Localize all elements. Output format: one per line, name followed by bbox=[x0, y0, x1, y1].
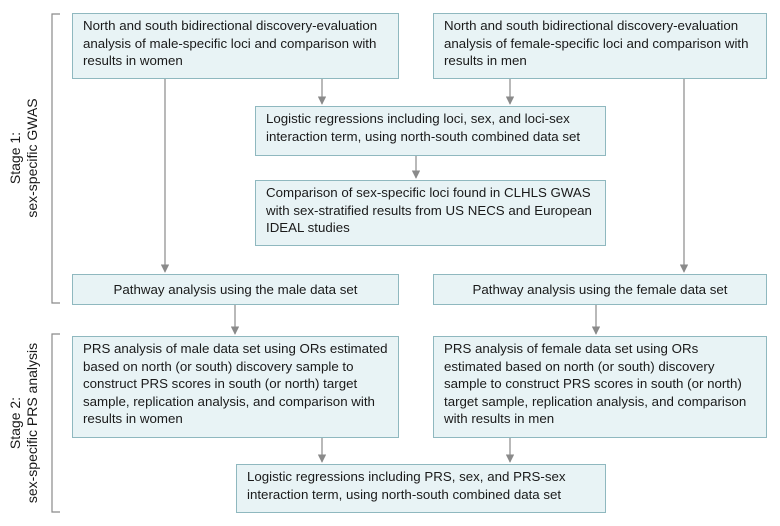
stage1-bracket bbox=[51, 13, 60, 304]
pathway-female-box: Pathway analysis using the female data s… bbox=[433, 274, 767, 305]
stage2-title: Stage 2: bbox=[7, 396, 23, 450]
stage2-label: Stage 2: sex-specific PRS analysis bbox=[7, 328, 41, 518]
stage2-bracket bbox=[51, 333, 60, 513]
pathway-male-box: Pathway analysis using the male data set bbox=[72, 274, 399, 305]
prs-female-box: PRS analysis of female data set using OR… bbox=[433, 336, 767, 438]
comparison-studies-box: Comparison of sex-specific loci found in… bbox=[255, 180, 606, 246]
stage1-title: Stage 1: bbox=[7, 131, 23, 185]
logistic-loci-box: Logistic regressions including loci, sex… bbox=[255, 106, 606, 156]
stage1-label: Stage 1: sex-specific GWAS bbox=[7, 83, 41, 233]
stage1-subtitle: sex-specific GWAS bbox=[24, 98, 40, 218]
prs-male-box: PRS analysis of male data set using ORs … bbox=[72, 336, 399, 438]
male-discovery-box: North and south bidirectional discovery-… bbox=[72, 13, 399, 79]
female-discovery-box: North and south bidirectional discovery-… bbox=[433, 13, 767, 79]
stage2-subtitle: sex-specific PRS analysis bbox=[24, 342, 40, 504]
logistic-prs-box: Logistic regressions including PRS, sex,… bbox=[236, 464, 606, 513]
